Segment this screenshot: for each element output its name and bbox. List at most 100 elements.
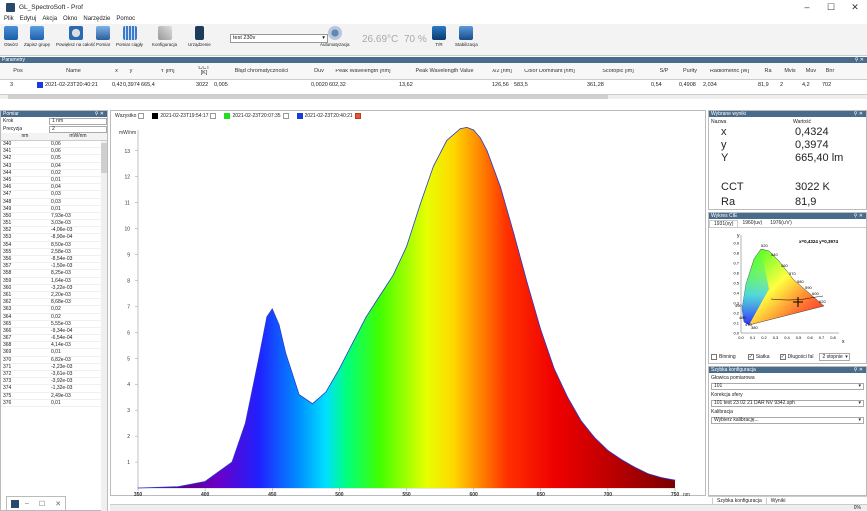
step-combo[interactable]: 1 nm bbox=[49, 117, 107, 125]
measurement-list[interactable]: 340 0,06 341 0,06 342 0,05 343 0,04 344 0,02 345 0,… bbox=[1, 141, 107, 407]
list-item[interactable]: 357 -1,50e-03 bbox=[1, 263, 107, 271]
binning-checkbox[interactable] bbox=[711, 354, 717, 360]
cie-diagram[interactable]: 0.9 0.8 0.7 0.6 0.5 0.4 0.3 0.2 0.1 0.00.0 0.1 0.2 0… bbox=[709, 229, 866, 347]
col-x[interactable]: x bbox=[115, 68, 118, 74]
config-button[interactable]: Konfiguracja bbox=[152, 26, 177, 47]
col-cct[interactable]: CCT [K] bbox=[198, 66, 210, 76]
list-item[interactable]: 351 3,03e-03 bbox=[1, 220, 107, 228]
list-item[interactable]: 361 2,20e-03 bbox=[1, 292, 107, 300]
tab-cie-1976[interactable]: 1976(u'v') bbox=[770, 220, 792, 226]
col-ra[interactable]: Ra bbox=[764, 68, 772, 74]
list-item[interactable]: 373 -3,92e-03 bbox=[1, 378, 107, 386]
config-combo[interactable]: test 230v ▾ bbox=[230, 34, 328, 43]
list-item[interactable]: 366 -9,34e-04 bbox=[1, 328, 107, 336]
vertical-scrollbar[interactable] bbox=[101, 141, 107, 511]
list-item[interactable]: 347 0,03 bbox=[1, 191, 107, 199]
tab-results[interactable]: Wyniki bbox=[770, 498, 786, 504]
list-item[interactable]: 341 0,06 bbox=[1, 148, 107, 156]
col-half-width[interactable]: λ/2 [nm] bbox=[492, 68, 512, 74]
menu-okno[interactable]: Okno bbox=[63, 16, 78, 22]
col-scotopic[interactable]: Scotopic [lm] bbox=[602, 68, 634, 74]
continuous-measure-button[interactable]: Pomiar ciągły bbox=[116, 26, 143, 47]
list-item[interactable]: 367 -6,54e-04 bbox=[1, 335, 107, 343]
list-item[interactable]: 348 0,03 bbox=[1, 199, 107, 206]
minimize-icon[interactable]: – bbox=[804, 2, 810, 12]
list-item[interactable]: 360 -3,22e-03 bbox=[1, 285, 107, 292]
list-item[interactable]: 355 2,58e-03 bbox=[1, 249, 107, 256]
list-item[interactable]: 359 1,64e-03 bbox=[1, 278, 107, 285]
list-item[interactable]: 372 -3,61e-03 bbox=[1, 371, 107, 379]
list-item[interactable]: 354 8,50e-03 bbox=[1, 242, 107, 249]
maximize-icon[interactable]: ☐ bbox=[38, 500, 46, 508]
col-radiometric[interactable]: Radiometric [W] bbox=[709, 68, 750, 74]
tab-cie-1931[interactable]: 1931(xy) bbox=[709, 219, 739, 227]
tab-series-2[interactable]: 2021-02-23T20:07:35 bbox=[224, 112, 289, 119]
list-item[interactable]: 368 4,14e-03 bbox=[1, 342, 107, 350]
list-item[interactable]: 364 0,02 bbox=[1, 314, 107, 321]
sphere-combo[interactable]: 101 test 23 02 21 DAR NV 9342.sph ▾ bbox=[711, 400, 864, 407]
save-group-button[interactable]: Zapisz grupę bbox=[24, 26, 50, 47]
menu-narzedzie[interactable]: Narzędzie bbox=[83, 16, 111, 22]
list-item[interactable]: 346 0,04 bbox=[1, 184, 107, 192]
list-item[interactable]: 353 -8,90e-04 bbox=[1, 234, 107, 242]
col-purity[interactable]: Purity bbox=[682, 68, 698, 74]
list-item[interactable]: 358 8,25e-03 bbox=[1, 270, 107, 278]
list-item[interactable]: 350 7,93e-03 bbox=[1, 213, 107, 221]
list-item[interactable]: 362 8,68e-03 bbox=[1, 299, 107, 307]
list-item[interactable]: 349 0,01 bbox=[1, 206, 107, 213]
col-y[interactable]: y bbox=[129, 68, 133, 74]
tab-cie-1960[interactable]: 1960(uv) bbox=[742, 220, 763, 226]
list-item[interactable]: 371 -2,23e-03 bbox=[1, 364, 107, 371]
list-item[interactable]: 343 0,04 bbox=[1, 163, 107, 170]
scrollbar-thumb[interactable] bbox=[8, 95, 608, 99]
list-item[interactable]: 352 -4,06e-03 bbox=[1, 227, 107, 235]
tab-all[interactable]: Wszystko bbox=[115, 112, 145, 119]
close-icon[interactable]: ✕ bbox=[851, 1, 859, 12]
zoom-fit-button[interactable]: Powiększ na całość bbox=[56, 26, 95, 47]
maximize-icon[interactable]: ☐ bbox=[826, 1, 836, 12]
grid-checkbox[interactable]: ✓ bbox=[747, 354, 754, 360]
col-name[interactable]: Name bbox=[66, 68, 81, 74]
list-item[interactable]: 344 0,02 bbox=[1, 170, 107, 177]
menu-akcja[interactable]: Akcja bbox=[42, 16, 58, 22]
checkbox-icon[interactable] bbox=[282, 112, 289, 119]
col-bnr[interactable]: Bnr bbox=[825, 68, 835, 74]
horizontal-scrollbar[interactable] bbox=[0, 94, 867, 99]
list-item[interactable]: 342 0,05 bbox=[1, 155, 107, 163]
col-peak-wl[interactable]: Peak Wavelength [nm] bbox=[335, 68, 391, 74]
measure-button[interactable]: Pomiar bbox=[96, 26, 110, 47]
list-item[interactable]: 340 0,06 bbox=[1, 141, 107, 149]
col-y-lm[interactable]: Y [lm] bbox=[160, 68, 175, 74]
head-combo[interactable]: 101 ▾ bbox=[711, 383, 864, 390]
observer-combo[interactable]: 2 stopnie ▾ bbox=[819, 353, 850, 361]
col-nm[interactable]: nm bbox=[21, 133, 29, 139]
col-mw-nm[interactable]: mW/nm bbox=[69, 133, 87, 139]
device-button[interactable]: Urządzenie bbox=[188, 26, 211, 47]
list-item[interactable]: 376 0,01 bbox=[1, 400, 107, 407]
wavelength-checkbox[interactable]: ✓ bbox=[779, 354, 786, 360]
table-row[interactable]: 3 2021-02-23T20:40:21 0,4324 0,3974 665,… bbox=[0, 80, 867, 89]
stabilization-button[interactable]: Stabilizacja bbox=[455, 26, 478, 47]
menu-plik[interactable]: Plik bbox=[4, 16, 14, 22]
list-item[interactable]: 370 6,82e-03 bbox=[1, 357, 107, 364]
col-mvis[interactable]: Mvis bbox=[784, 68, 796, 74]
col-pos[interactable]: Pos bbox=[13, 68, 23, 74]
menu-pomoc[interactable]: Pomoc bbox=[116, 16, 136, 22]
col-color-dominant[interactable]: Color Dominant [nm] bbox=[524, 68, 575, 74]
close-tab-icon[interactable] bbox=[354, 112, 361, 119]
floating-mini-window[interactable]: – ☐ ✕ bbox=[6, 496, 66, 511]
list-item[interactable]: 365 5,55e-03 bbox=[1, 321, 107, 328]
col-muv[interactable]: Muv bbox=[805, 68, 817, 74]
minimize-icon[interactable]: – bbox=[25, 500, 29, 507]
list-item[interactable]: 374 -1,32e-03 bbox=[1, 385, 107, 393]
checkbox-icon[interactable] bbox=[210, 112, 217, 119]
list-item[interactable]: 356 -8,54e-03 bbox=[1, 256, 107, 264]
list-item[interactable]: 363 0,02 bbox=[1, 306, 107, 314]
list-item[interactable]: 345 0,01 bbox=[1, 177, 107, 185]
list-item[interactable]: 375 2,49e-03 bbox=[1, 393, 107, 400]
tr-button[interactable]: T/R bbox=[432, 26, 446, 47]
automation-button[interactable]: Automatyzacja bbox=[320, 26, 350, 47]
calibration-combo[interactable]: Wybierz kalibrację... ▾ bbox=[711, 417, 864, 424]
checkbox-icon[interactable] bbox=[138, 112, 145, 119]
